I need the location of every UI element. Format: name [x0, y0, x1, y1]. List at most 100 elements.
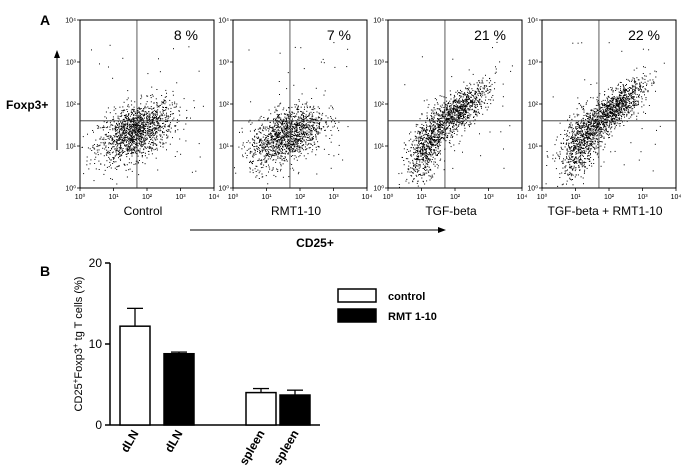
event-dot	[465, 87, 466, 89]
event-dot	[446, 100, 448, 102]
event-dot	[458, 114, 460, 116]
event-dot	[475, 99, 477, 101]
event-dot	[135, 151, 136, 153]
event-dot	[324, 129, 326, 131]
event-dot	[302, 128, 304, 130]
event-dot	[127, 128, 129, 130]
event-dot	[438, 142, 440, 144]
event-dot	[422, 159, 424, 160]
event-dot	[137, 111, 139, 113]
event-dot	[421, 152, 423, 154]
event-dot	[481, 81, 483, 83]
event-dot	[287, 125, 289, 127]
event-dot	[260, 159, 262, 161]
event-dot	[460, 113, 462, 115]
event-dot	[427, 106, 429, 108]
event-dot	[457, 114, 459, 116]
event-dot	[117, 151, 119, 152]
event-dot	[463, 104, 465, 106]
event-dot	[275, 117, 277, 119]
event-dot	[129, 158, 130, 160]
event-dot	[271, 127, 273, 129]
event-dot	[305, 132, 307, 134]
event-dot	[334, 122, 336, 124]
event-dot	[275, 110, 277, 112]
event-dot	[503, 167, 505, 169]
event-dot	[462, 98, 464, 100]
event-dot	[453, 117, 455, 119]
event-dot	[303, 119, 305, 121]
event-dot	[459, 140, 461, 142]
event-dot	[432, 130, 434, 132]
event-dot	[288, 114, 290, 116]
event-dot	[428, 145, 430, 147]
event-dot	[279, 117, 280, 119]
event-dot	[299, 148, 301, 150]
event-dot	[295, 125, 297, 127]
event-dot	[118, 132, 120, 134]
event-dot	[146, 130, 148, 132]
event-dot	[574, 161, 576, 162]
event-dot	[279, 132, 281, 134]
event-dot	[251, 143, 253, 145]
event-dot	[502, 96, 504, 98]
event-dot	[409, 171, 411, 173]
event-dot	[241, 127, 243, 129]
event-dot	[127, 117, 129, 119]
event-dot	[306, 134, 308, 136]
event-dot	[432, 153, 434, 155]
event-dot	[431, 176, 433, 178]
event-dot	[427, 159, 429, 161]
event-dot	[495, 71, 497, 73]
event-dot	[456, 119, 458, 121]
event-dot	[437, 146, 439, 148]
event-dot	[133, 152, 135, 154]
event-dot	[419, 140, 420, 142]
event-dot	[409, 133, 410, 135]
event-dot	[277, 116, 279, 118]
event-dot	[446, 121, 448, 123]
event-dot	[445, 115, 447, 117]
event-dot	[273, 126, 275, 128]
event-dot	[436, 139, 438, 141]
event-dot	[252, 155, 253, 157]
event-dot	[155, 127, 157, 129]
event-dot	[155, 148, 157, 150]
event-dot	[568, 144, 570, 146]
event-dot	[129, 133, 131, 135]
event-dot	[185, 123, 187, 125]
event-dot	[112, 146, 113, 148]
event-dot	[297, 141, 299, 143]
event-dot	[443, 102, 445, 104]
event-dot	[315, 134, 316, 136]
event-dot	[437, 123, 439, 125]
event-dot	[430, 149, 432, 151]
event-dot	[137, 145, 139, 147]
event-dot	[450, 116, 452, 117]
event-dot	[597, 103, 599, 105]
event-dot	[106, 152, 108, 153]
event-dot	[149, 131, 151, 133]
event-dot	[429, 169, 431, 171]
event-dot	[285, 144, 287, 146]
event-dot	[131, 143, 133, 145]
event-dot	[439, 159, 441, 161]
event-dot	[429, 130, 430, 132]
event-dot	[108, 151, 110, 153]
event-dot	[452, 58, 454, 60]
event-dot	[433, 129, 435, 131]
event-dot	[262, 140, 264, 142]
event-dot	[104, 126, 106, 128]
event-dot	[308, 143, 310, 145]
event-dot	[127, 145, 129, 147]
event-dot	[280, 122, 282, 124]
event-dot	[452, 119, 454, 120]
event-dot	[468, 98, 470, 100]
event-dot	[172, 90, 174, 92]
event-dot	[333, 155, 335, 157]
event-dot	[260, 115, 262, 117]
event-dot	[112, 157, 114, 158]
event-dot	[440, 137, 442, 139]
event-dot	[469, 102, 471, 104]
event-dot	[283, 137, 285, 138]
